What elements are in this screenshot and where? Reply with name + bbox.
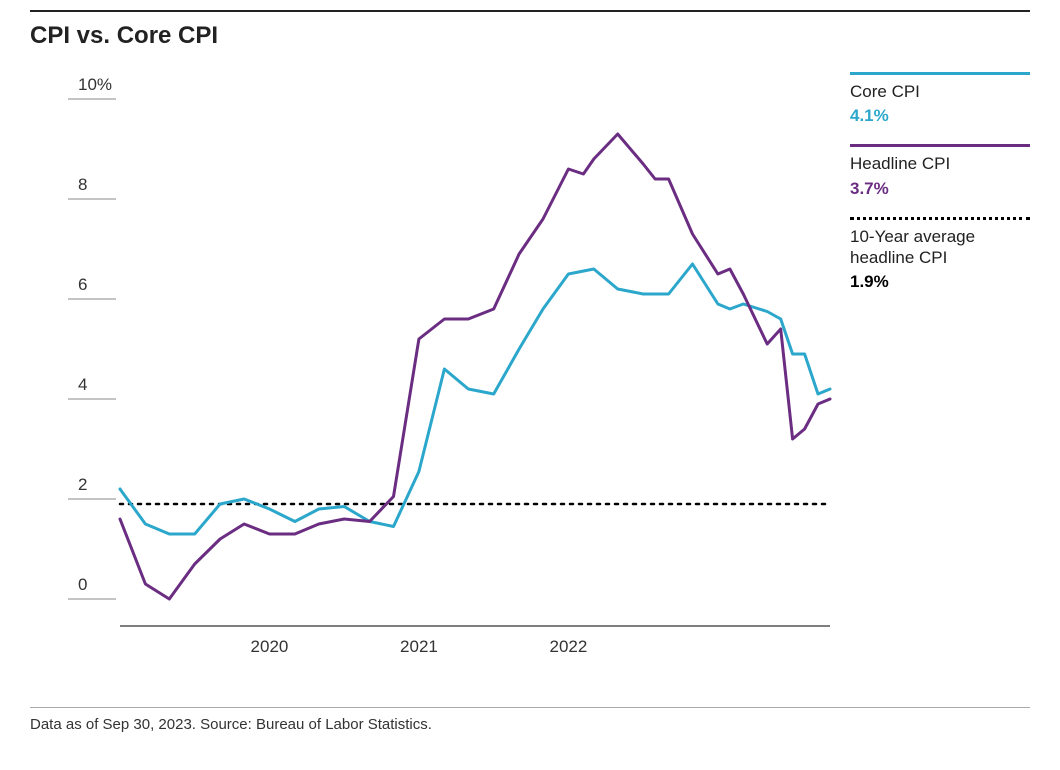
svg-text:6: 6 (78, 275, 87, 294)
legend-swatch-core (850, 72, 1030, 75)
series-core_cpi (120, 264, 830, 534)
legend-label-avg: 10-Year average headline CPI (850, 226, 1030, 269)
legend-value-core: 4.1% (850, 106, 1030, 126)
source-footnote: Data as of Sep 30, 2023. Source: Bureau … (30, 716, 1030, 733)
legend-swatch-headline (850, 144, 1030, 147)
page: CPI vs. Core CPI 0 2 4 6 8 10% 2020 2021 2022 Co… (0, 0, 1060, 770)
content-row: 0 2 4 6 8 10% 2020 2021 2022 Core CPI 4.1% Headl… (30, 64, 1030, 689)
svg-text:2020: 2020 (251, 637, 289, 656)
top-rule (30, 10, 1030, 12)
bottom-rule (30, 707, 1030, 708)
legend: Core CPI 4.1% Headline CPI 3.7% 10-Year … (850, 64, 1030, 310)
legend-label-core: Core CPI (850, 81, 1030, 102)
legend-label-headline: Headline CPI (850, 153, 1030, 174)
series-headline_cpi (120, 134, 830, 599)
svg-text:2021: 2021 (400, 637, 438, 656)
svg-text:2: 2 (78, 475, 87, 494)
line-chart: 0 2 4 6 8 10% 2020 2021 2022 (30, 64, 840, 684)
svg-text:8: 8 (78, 175, 87, 194)
legend-swatch-avg (850, 217, 1030, 220)
chart-column: 0 2 4 6 8 10% 2020 2021 2022 (30, 64, 840, 689)
footer: Data as of Sep 30, 2023. Source: Bureau … (30, 707, 1030, 733)
svg-text:4: 4 (78, 375, 87, 394)
legend-value-headline: 3.7% (850, 179, 1030, 199)
svg-text:2022: 2022 (550, 637, 588, 656)
legend-value-avg: 1.9% (850, 272, 1030, 292)
legend-item-core: Core CPI 4.1% (850, 72, 1030, 126)
svg-text:0: 0 (78, 575, 87, 594)
legend-item-headline: Headline CPI 3.7% (850, 144, 1030, 198)
chart-title: CPI vs. Core CPI (30, 22, 1030, 50)
svg-text:10%: 10% (78, 75, 112, 94)
legend-item-avg: 10-Year average headline CPI 1.9% (850, 217, 1030, 293)
